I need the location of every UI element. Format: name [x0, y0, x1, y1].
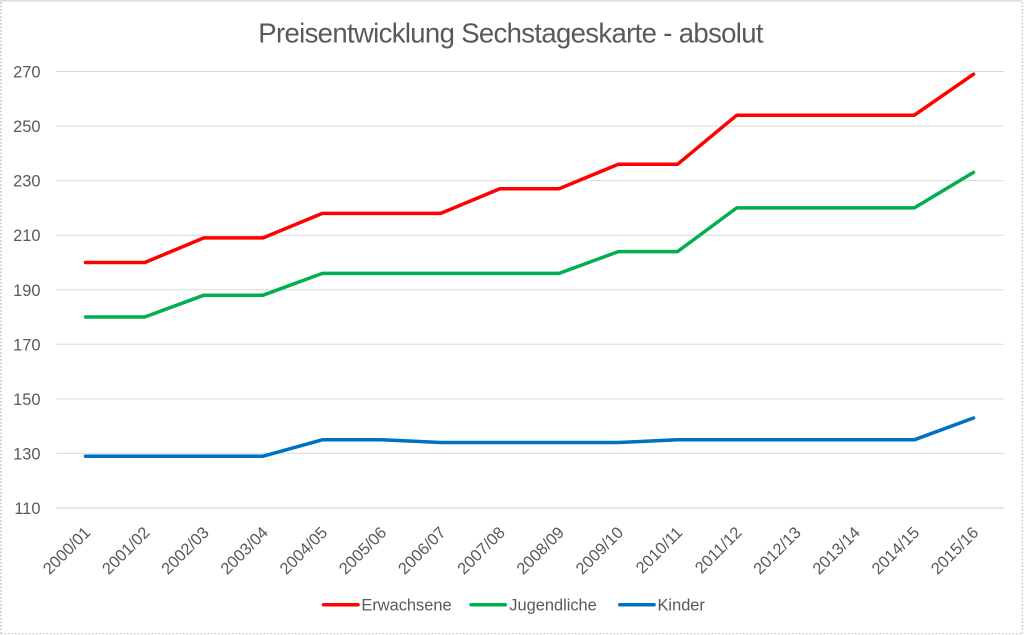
svg-text:110: 110	[14, 500, 40, 518]
svg-text:270: 270	[13, 64, 40, 82]
svg-text:Kinder: Kinder	[658, 597, 706, 615]
svg-text:150: 150	[13, 391, 40, 409]
svg-text:250: 250	[13, 118, 40, 136]
svg-text:Preisentwicklung Sechstageskar: Preisentwicklung Sechstageskarte - absol…	[258, 17, 764, 48]
svg-text:130: 130	[13, 445, 40, 463]
svg-text:Jugendliche: Jugendliche	[509, 597, 596, 615]
svg-text:230: 230	[13, 173, 40, 191]
svg-text:170: 170	[13, 336, 40, 354]
svg-text:190: 190	[13, 282, 40, 300]
svg-text:Erwachsene: Erwachsene	[361, 597, 451, 615]
svg-text:210: 210	[13, 227, 40, 245]
